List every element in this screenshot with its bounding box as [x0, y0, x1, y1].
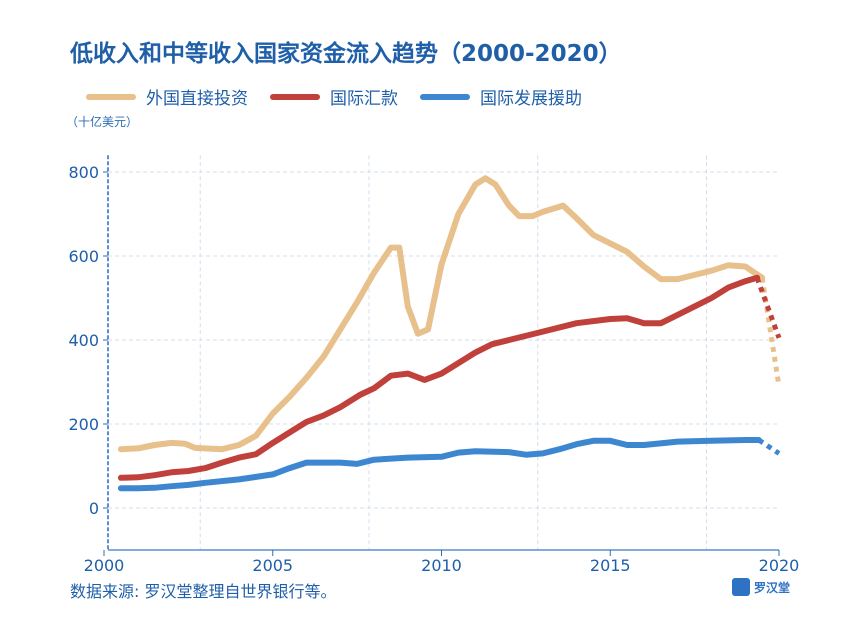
legend: 外国直接投资 国际汇款 国际发展援助 — [86, 84, 582, 109]
legend-swatch — [420, 93, 470, 100]
legend-label: 国际发展援助 — [480, 89, 582, 109]
y-tick-label: 200 — [68, 415, 99, 434]
series-line-fdi — [117, 175, 766, 453]
x-tick-label: 2010 — [421, 556, 462, 575]
legend-item-fdi: 外国直接投资 — [86, 84, 248, 109]
y-tick-label: 0 — [89, 499, 99, 518]
series-projection-fdi — [759, 277, 782, 387]
chart-title: 低收入和中等收入国家资金流入趋势（2000-2020） — [70, 41, 622, 67]
y-tick-label: 800 — [68, 163, 99, 182]
legend-swatch — [86, 93, 136, 100]
logo-icon — [732, 578, 750, 596]
series-projection-oda — [757, 437, 781, 456]
y-tick-label: 400 — [68, 331, 99, 350]
x-tick-label: 2015 — [590, 556, 631, 575]
x-tick-label: 2000 — [84, 556, 125, 575]
x-tick-label: 2020 — [759, 556, 800, 575]
logo-text: 罗汉堂 — [754, 580, 791, 595]
source-note: 数据来源: 罗汉堂整理自世界银行等。 — [70, 582, 337, 601]
y-axis-unit: （十亿美元） — [66, 115, 139, 129]
legend-swatch — [270, 93, 320, 100]
legend-item-remittance: 国际汇款 — [270, 84, 398, 109]
series-projection-remittance — [754, 276, 782, 339]
x-tick-label: 2005 — [252, 556, 293, 575]
series-line-oda — [117, 437, 762, 492]
legend-label: 国际汇款 — [330, 89, 398, 109]
legend-item-oda: 国际发展援助 — [420, 84, 582, 109]
legend-label: 外国直接投资 — [146, 89, 248, 109]
logo: 罗汉堂 — [732, 578, 790, 596]
series-line-remittance — [117, 274, 761, 481]
y-tick-label: 600 — [68, 247, 99, 266]
